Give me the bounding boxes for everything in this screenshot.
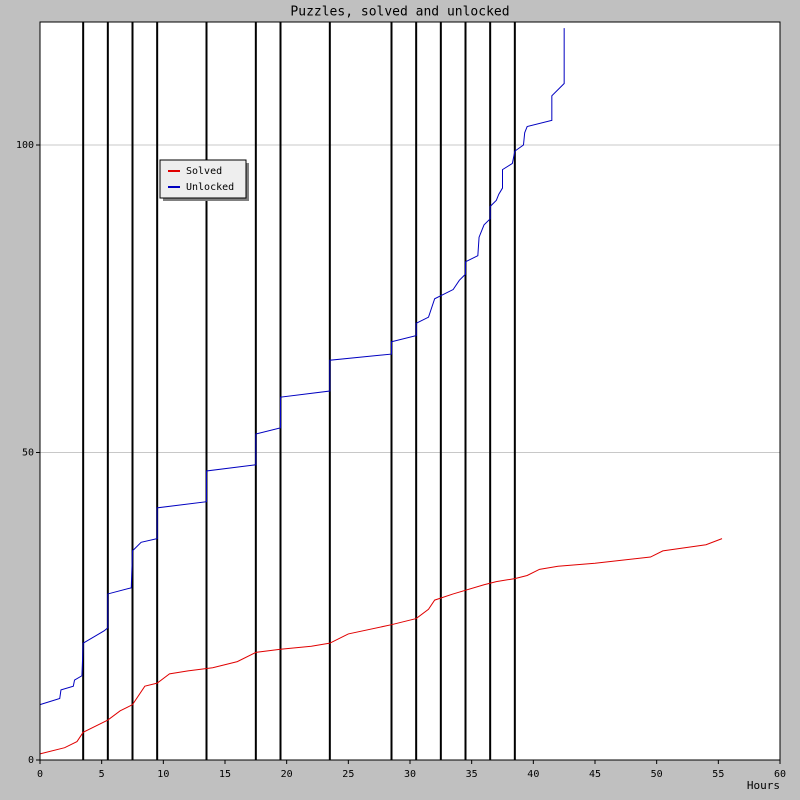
plot-area <box>40 22 780 760</box>
x-tick-label: 5 <box>99 769 105 780</box>
y-tick-label: 100 <box>16 140 34 151</box>
legend-box <box>159 159 247 199</box>
series-line <box>39 28 565 706</box>
x-tick-label: 25 <box>342 769 354 780</box>
legend-label: Unlocked <box>186 182 234 193</box>
x-tick-label: 60 <box>774 769 786 780</box>
x-tick-label: 10 <box>157 769 169 780</box>
y-tick-label: 50 <box>22 448 34 459</box>
x-axis-label: Hours <box>747 779 780 792</box>
x-tick-label: 50 <box>651 769 663 780</box>
x-tick-label: 45 <box>589 769 601 780</box>
axis-frame <box>39 21 781 761</box>
x-tick-label: 35 <box>466 769 478 780</box>
y-tick-label: 0 <box>28 755 34 766</box>
x-tick-label: 15 <box>219 769 231 780</box>
x-tick-label: 0 <box>37 769 43 780</box>
legend-label: Solved <box>186 166 222 177</box>
x-tick-label: 30 <box>404 769 416 780</box>
x-tick-label: 20 <box>281 769 293 780</box>
chart-title: Puzzles, solved and unlocked <box>290 5 509 20</box>
x-tick-label: 40 <box>527 769 539 780</box>
x-tick-label: 55 <box>712 769 724 780</box>
series-line <box>39 538 723 755</box>
